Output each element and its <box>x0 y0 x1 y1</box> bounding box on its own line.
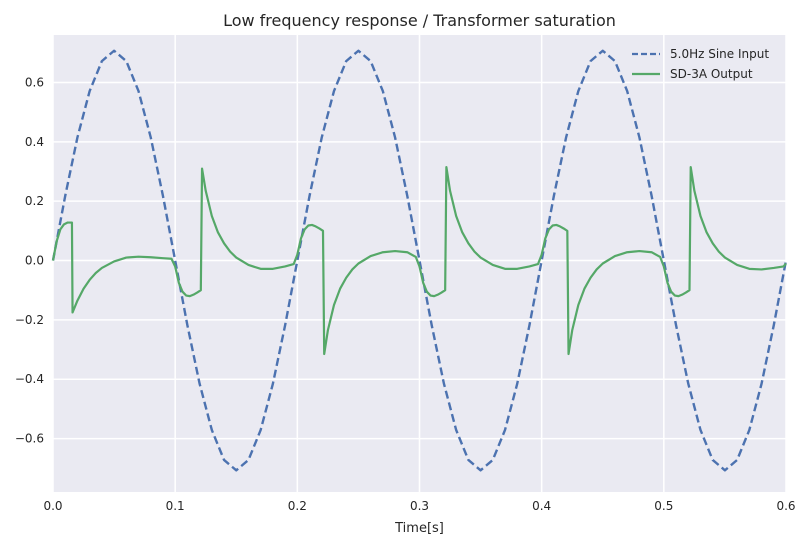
y-tick-label: −0.6 <box>15 432 44 446</box>
y-tick-label: 0.0 <box>25 254 44 268</box>
y-tick-label: 0.2 <box>25 194 44 208</box>
x-tick-label: 0.6 <box>776 499 795 513</box>
y-tick-label: −0.2 <box>15 313 44 327</box>
x-tick-label: 0.0 <box>43 499 62 513</box>
series-layer <box>51 49 788 472</box>
y-tick-label: 0.6 <box>25 75 44 89</box>
y-tick-label: 0.4 <box>25 135 44 149</box>
ticks: 0.0 0.1 0.2 0.3 0.4 0.5 0.6 −0.6 −0.4 −0.2 0.0 0.2 0… <box>15 75 796 513</box>
x-axis-label: Time[s] <box>394 521 444 536</box>
x-tick-label: 0.5 <box>654 499 673 513</box>
grid <box>52 35 787 492</box>
x-tick-label: 0.3 <box>410 499 429 513</box>
chart-title: Low frequency response / Transformer sat… <box>223 11 616 30</box>
legend-label: SD-3A Output <box>670 67 753 81</box>
series-line-2 <box>51 165 787 356</box>
y-tick-label: −0.4 <box>15 372 44 386</box>
x-tick-label: 0.1 <box>166 499 185 513</box>
legend: 5.0Hz Sine Input SD-3A Output <box>632 47 769 81</box>
legend-label: 5.0Hz Sine Input <box>670 47 769 61</box>
x-tick-label: 0.2 <box>288 499 307 513</box>
x-tick-label: 0.4 <box>532 499 551 513</box>
